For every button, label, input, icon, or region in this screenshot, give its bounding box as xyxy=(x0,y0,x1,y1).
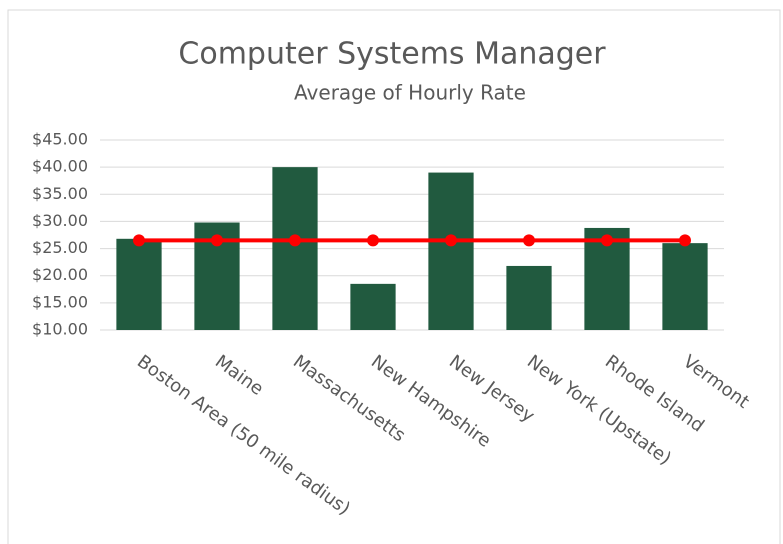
chart-subtitle: Average of Hourly Rate xyxy=(294,81,526,105)
y-tick-label: $20.00 xyxy=(32,265,88,284)
y-tick-label: $45.00 xyxy=(32,130,88,149)
bar xyxy=(272,167,318,330)
line-marker xyxy=(133,234,145,247)
chart-title: Computer Systems Manager xyxy=(178,37,606,72)
y-tick-label: $15.00 xyxy=(32,292,88,311)
bar xyxy=(428,172,474,330)
y-tick-label: $30.00 xyxy=(32,211,88,230)
y-tick-label: $40.00 xyxy=(32,157,88,176)
bar xyxy=(350,283,396,330)
y-tick-label: $25.00 xyxy=(32,238,88,257)
bar xyxy=(662,243,708,330)
line-marker xyxy=(445,234,457,247)
line-marker xyxy=(523,234,535,247)
line-marker xyxy=(679,234,691,247)
line-marker xyxy=(211,234,223,247)
y-tick-label: $10.00 xyxy=(32,320,88,339)
line-marker xyxy=(367,234,379,247)
y-tick-label: $35.00 xyxy=(32,184,88,203)
line-marker xyxy=(601,234,613,247)
bar xyxy=(506,265,552,330)
bar xyxy=(116,238,162,330)
line-marker xyxy=(289,234,301,247)
